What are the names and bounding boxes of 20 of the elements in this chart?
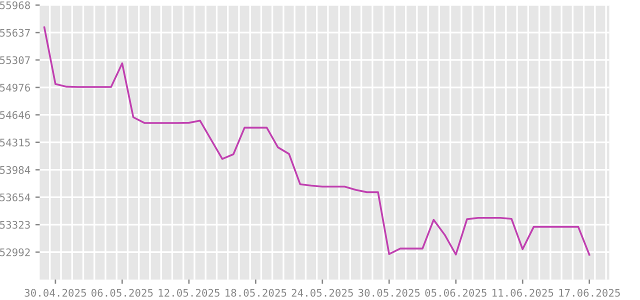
x-tick-label: 11.06.2025 (492, 288, 554, 297)
x-tick-label: 30.05.2025 (358, 288, 420, 297)
x-tick-label: 24.05.2025 (292, 288, 353, 297)
y-tick-label: 52992 (0, 248, 30, 256)
y-tick-label: 54315 (0, 138, 30, 146)
x-tick-label: 18.05.2025 (226, 288, 286, 297)
x-tick-label: 05.06.2025 (425, 288, 486, 297)
y-tick-label: 53323 (0, 220, 30, 229)
y-tick-label: 55307 (0, 56, 30, 64)
y-tick-label: 55637 (0, 28, 30, 37)
y-tick-label: 54976 (0, 84, 30, 92)
y-tick-label: 53654 (0, 193, 30, 202)
x-tick-label: 30.04.2025 (24, 288, 86, 297)
x-tick-label: 06.05.2025 (92, 288, 153, 297)
y-tick-label: 53984 (0, 166, 30, 174)
x-tick-label: 12.05.2025 (158, 288, 220, 297)
line-series (43, 26, 590, 256)
y-tick-label: 55968 (0, 1, 30, 10)
x-tick-label: 17.06.2025 (559, 288, 620, 297)
y-tick-label: 54646 (0, 111, 30, 119)
